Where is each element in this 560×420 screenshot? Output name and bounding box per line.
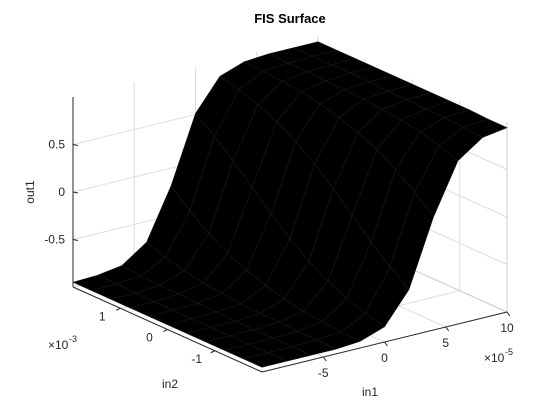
x-exponent: ×10 -5 [484,347,513,365]
tick-mark [506,311,511,317]
x-tick-label: 0 [381,351,388,365]
z-axis-label: out1 [23,180,37,204]
y-exponent: ×10 -3 [48,334,77,352]
tick-mark [72,191,79,194]
z-tick-label: 0 [58,185,65,199]
tick-mark [72,239,79,241]
y-tick-label: 0 [146,331,153,345]
y-tick-label: -1 [191,352,202,366]
x-tick-label: 5 [442,336,449,350]
y-exponent-base: ×10 [48,338,69,352]
y-tick-label: 1 [99,309,106,323]
y-axis-label: in2 [162,377,178,391]
z-tick-label: 0.5 [48,138,65,152]
tick-mark [445,326,450,332]
z-tick-label: -0.5 [44,233,65,247]
x-tick-label: -5 [318,366,329,380]
x-tick-label: 10 [500,321,514,335]
tick-mark [384,341,388,347]
y-exponent-power: -3 [69,334,77,344]
tick-mark [210,350,215,354]
x-axis-label: in1 [362,385,378,399]
tick-mark [322,356,327,362]
x-exponent-power: -5 [505,347,513,357]
surface-patch [242,352,287,368]
chart-title: FIS Surface [254,11,326,26]
tick-mark [72,144,79,146]
tick-mark [163,329,168,332]
x-exponent-base: ×10 [484,351,505,365]
tick-mark [116,307,121,311]
